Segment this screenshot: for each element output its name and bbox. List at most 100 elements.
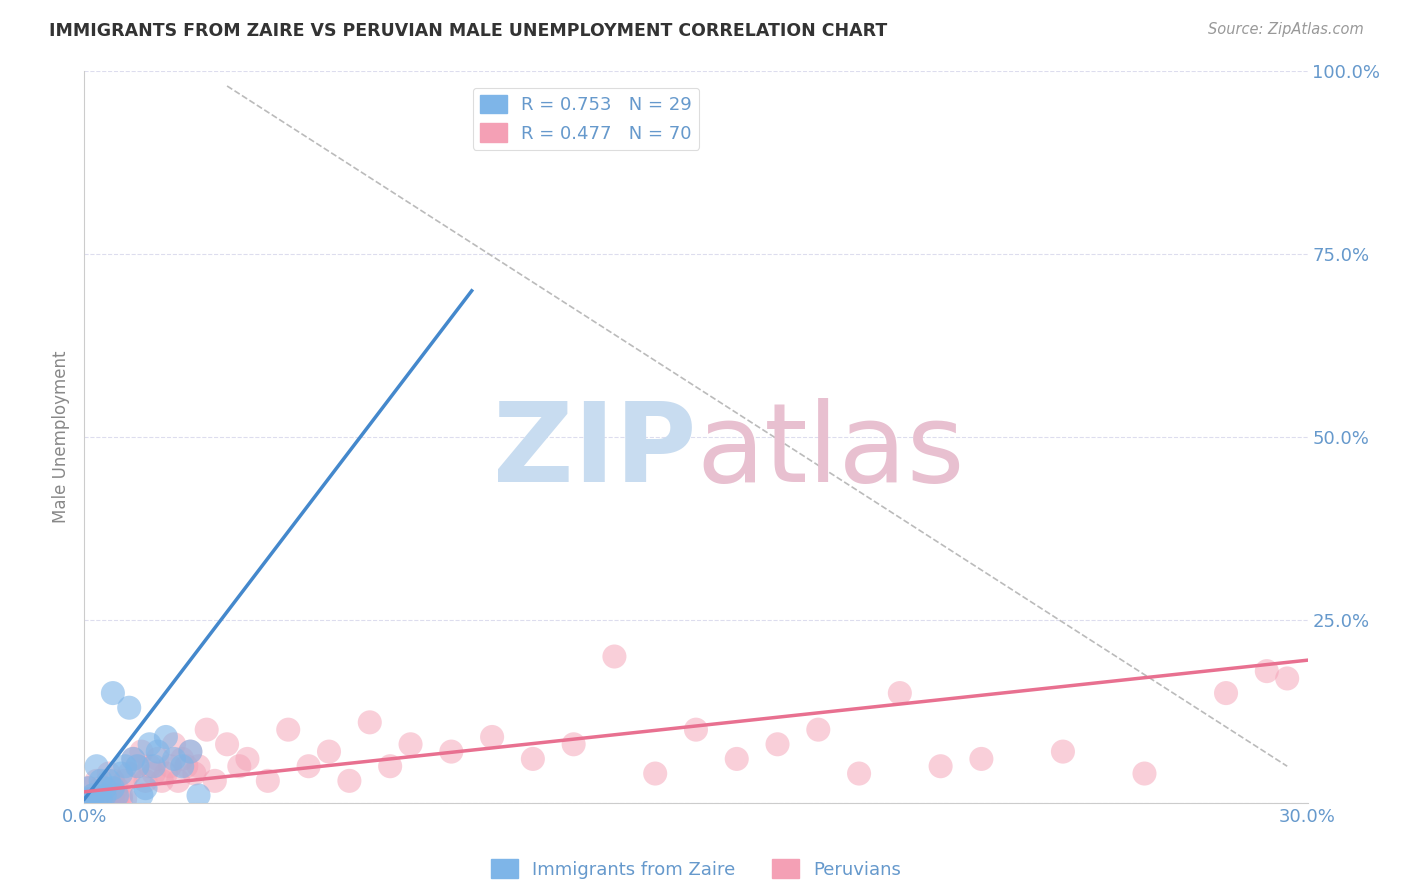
Point <box>101 773 124 788</box>
Point <box>970 752 993 766</box>
Point <box>86 759 108 773</box>
Point <box>187 759 209 773</box>
Point <box>86 792 108 806</box>
Point <box>183 766 205 780</box>
Point <box>77 781 100 796</box>
Text: atlas: atlas <box>696 398 965 505</box>
Point <box>1052 745 1074 759</box>
Text: Source: ZipAtlas.com: Source: ZipAtlas.com <box>1208 22 1364 37</box>
Point <box>318 745 340 759</box>
Point <box>127 759 149 773</box>
Point <box>155 766 177 780</box>
Point <box>142 759 165 773</box>
Point <box>82 792 104 806</box>
Point <box>257 773 280 788</box>
Point <box>114 759 136 773</box>
Point <box>114 792 136 806</box>
Point <box>399 737 422 751</box>
Point <box>380 759 402 773</box>
Point <box>481 730 503 744</box>
Point <box>82 789 104 803</box>
Point <box>298 759 321 773</box>
Point <box>118 700 141 714</box>
Point <box>93 792 115 806</box>
Point <box>122 752 145 766</box>
Point <box>110 789 132 803</box>
Point <box>131 745 153 759</box>
Text: IMMIGRANTS FROM ZAIRE VS PERUVIAN MALE UNEMPLOYMENT CORRELATION CHART: IMMIGRANTS FROM ZAIRE VS PERUVIAN MALE U… <box>49 22 887 40</box>
Point <box>110 766 132 780</box>
Point <box>82 792 104 806</box>
Point <box>101 792 124 806</box>
Point <box>90 792 112 806</box>
Point <box>155 730 177 744</box>
Point <box>82 789 104 803</box>
Point <box>195 723 218 737</box>
Point <box>105 781 128 796</box>
Point <box>122 752 145 766</box>
Point <box>86 792 108 806</box>
Point <box>77 792 100 806</box>
Point <box>93 789 115 803</box>
Point <box>179 745 201 759</box>
Point <box>97 773 120 788</box>
Point <box>889 686 911 700</box>
Legend: Immigrants from Zaire, Peruvians: Immigrants from Zaire, Peruvians <box>484 852 908 886</box>
Point <box>90 792 112 806</box>
Point <box>603 649 626 664</box>
Point <box>138 759 160 773</box>
Point <box>77 781 100 796</box>
Point <box>172 759 194 773</box>
Point <box>114 773 136 788</box>
Point <box>97 792 120 806</box>
Point <box>172 752 194 766</box>
Point <box>725 752 748 766</box>
Point <box>359 715 381 730</box>
Point <box>187 789 209 803</box>
Y-axis label: Male Unemployment: Male Unemployment <box>52 351 70 524</box>
Point <box>766 737 789 751</box>
Point <box>97 766 120 780</box>
Point <box>135 773 157 788</box>
Point <box>101 686 124 700</box>
Point <box>174 759 197 773</box>
Point <box>118 766 141 780</box>
Point <box>146 745 169 759</box>
Point <box>277 723 299 737</box>
Point <box>179 745 201 759</box>
Point <box>440 745 463 759</box>
Point <box>228 759 250 773</box>
Point <box>1256 664 1278 678</box>
Point <box>1215 686 1237 700</box>
Point <box>142 766 165 780</box>
Point <box>101 781 124 796</box>
Point <box>93 781 115 796</box>
Point <box>204 773 226 788</box>
Point <box>163 752 186 766</box>
Point <box>110 792 132 806</box>
Point <box>77 792 100 806</box>
Point <box>848 766 870 780</box>
Point <box>217 737 239 751</box>
Point <box>105 792 128 806</box>
Point <box>163 737 186 751</box>
Point <box>236 752 259 766</box>
Text: ZIP: ZIP <box>492 398 696 505</box>
Point <box>522 752 544 766</box>
Point <box>86 773 108 788</box>
Point <box>131 789 153 803</box>
Point <box>159 759 181 773</box>
Point <box>807 723 830 737</box>
Point <box>127 759 149 773</box>
Point <box>644 766 666 780</box>
Point <box>138 737 160 751</box>
Point <box>93 789 115 803</box>
Point <box>135 781 157 796</box>
Point <box>1133 766 1156 780</box>
Point <box>90 773 112 788</box>
Point <box>685 723 707 737</box>
Point <box>167 773 190 788</box>
Point <box>1277 672 1299 686</box>
Point <box>105 789 128 803</box>
Point <box>929 759 952 773</box>
